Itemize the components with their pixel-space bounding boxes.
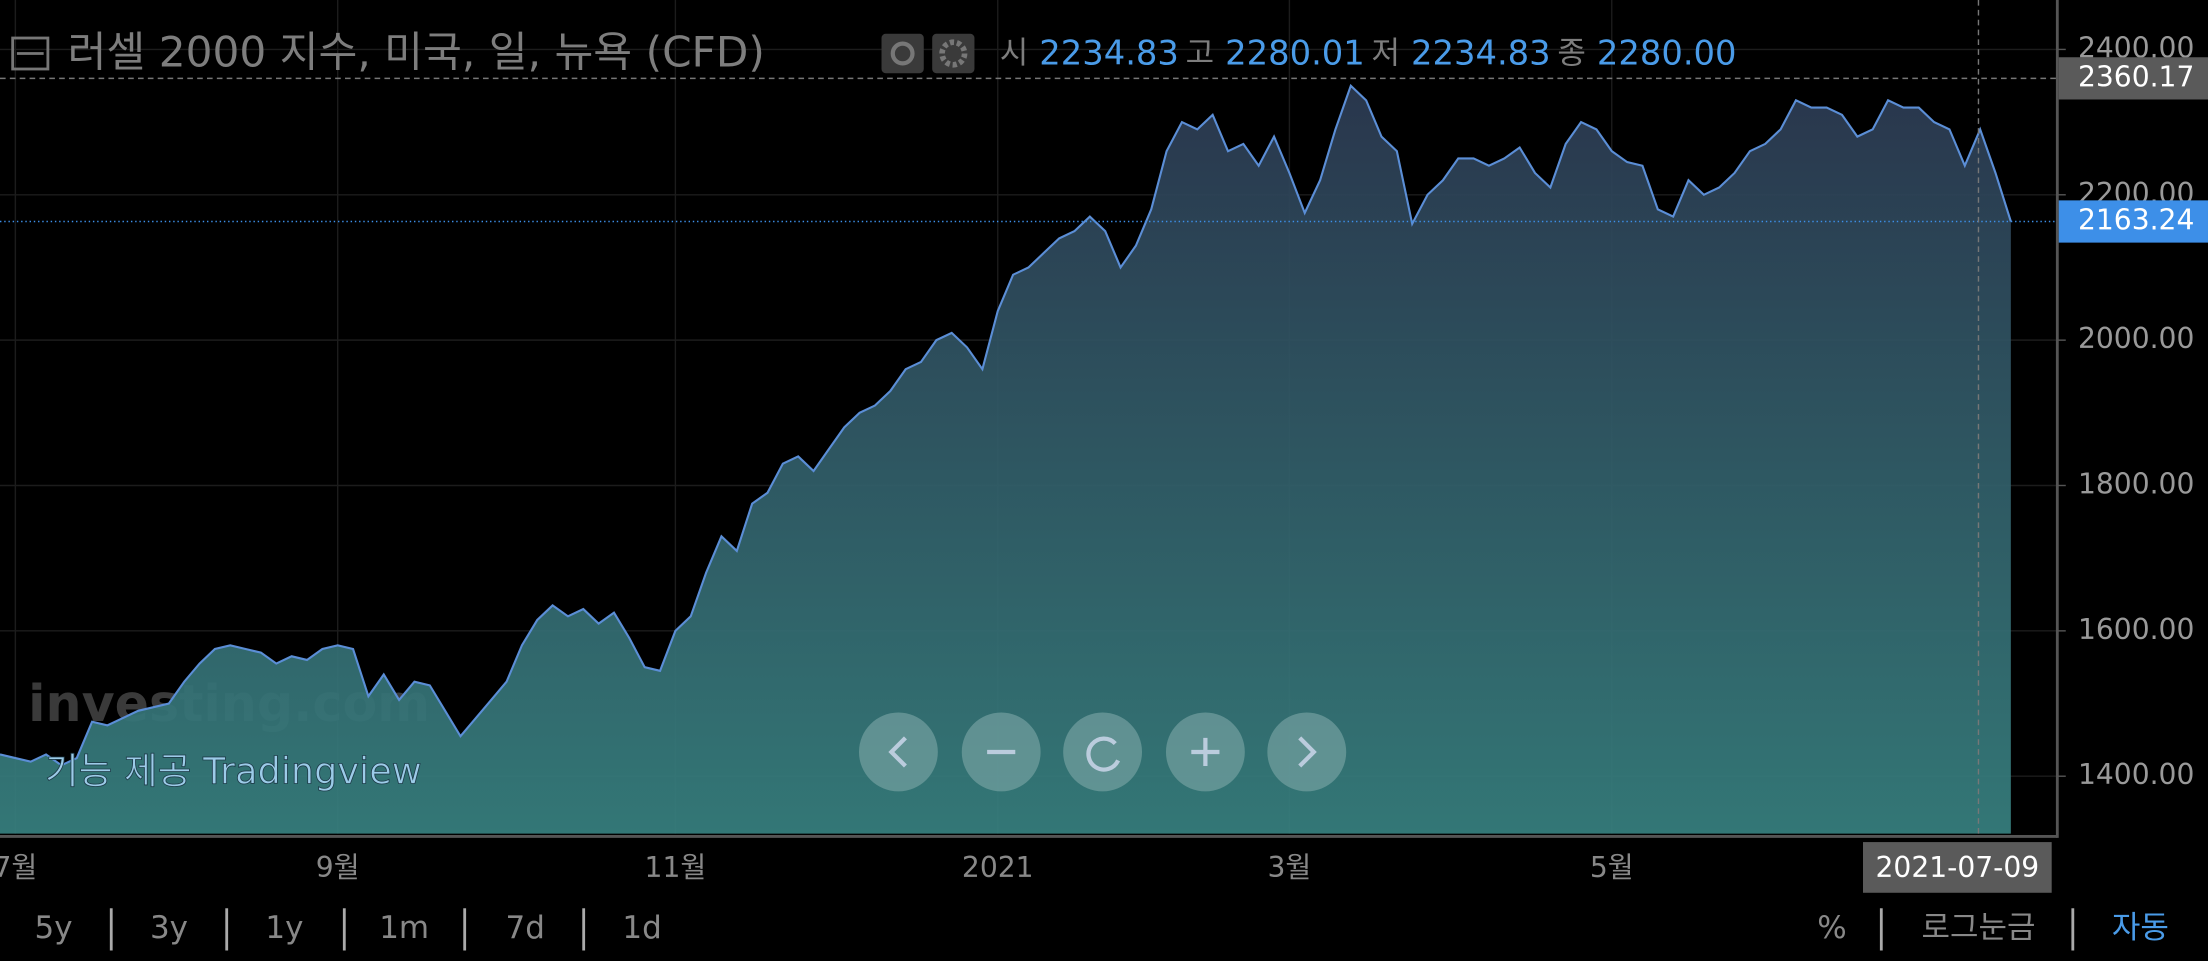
icon-bg	[881, 33, 924, 74]
price-line	[0, 83, 2012, 767]
zoom-out-button[interactable]	[961, 712, 1041, 792]
option-button[interactable]: %	[1817, 910, 1846, 946]
crosshair-date-box	[1862, 842, 2052, 893]
nav-buttons	[858, 712, 1347, 792]
button-bg	[1063, 712, 1143, 792]
option-button[interactable]: 자동	[2112, 910, 2169, 946]
crosshair-price-label: 2360.17	[2078, 60, 2194, 93]
icon-shape	[890, 41, 915, 66]
last-price-box	[2058, 200, 2208, 243]
button-icon	[1298, 736, 1317, 768]
ohlc-name: 저	[1372, 35, 1401, 71]
range-button[interactable]: 1m	[379, 910, 429, 946]
x-tick-label: 5월	[1590, 851, 1634, 884]
toolbar: 5y 3y 1y 1m 7d 1d% 로그눈금 자동	[34, 908, 2169, 951]
plot	[0, 83, 2012, 834]
range-button[interactable]: 7d	[506, 910, 545, 946]
icon-bg	[932, 33, 975, 74]
last-price-label: 2163.24	[2078, 203, 2194, 236]
x-tick-label: 3월	[1267, 851, 1311, 884]
settings-icon[interactable]	[932, 33, 975, 74]
x-tick-label: 11월	[645, 851, 707, 884]
ohlc-name: 종	[1557, 35, 1586, 71]
y-tick-label: 1800.00	[2078, 467, 2194, 500]
axes: 1400.001600.001800.002000.002200.002400.…	[0, 0, 2208, 893]
x-tick-label: 2021	[962, 851, 1034, 884]
eye-icon[interactable]	[881, 33, 924, 74]
x-tick-label: 9월	[316, 851, 360, 884]
ohlc-name: 시	[1000, 35, 1029, 71]
button-icon	[1191, 737, 1220, 767]
area-fill	[0, 85, 2011, 834]
ohlc-name: 고	[1186, 35, 1215, 71]
zoom-in-button[interactable]	[1165, 712, 1245, 792]
ohlc: 시 2234.83 고 2280.01 저 2234.83 종 2280.00	[1000, 33, 1737, 72]
ohlc-value: 2234.83	[1039, 33, 1179, 72]
range-button[interactable]: 1d	[622, 910, 661, 946]
ohlc-value: 2234.83	[1411, 33, 1551, 72]
scroll-right-button[interactable]	[1267, 712, 1347, 792]
collapse-icon[interactable]	[11, 36, 50, 71]
option-button[interactable]: 로그눈금	[1921, 910, 2035, 946]
button-icon	[1086, 736, 1121, 772]
button-icon	[888, 736, 907, 768]
ohlc-value: 2280.01	[1225, 33, 1365, 72]
crosshair-price-box	[2058, 57, 2208, 100]
ohlc-value: 2280.00	[1597, 33, 1737, 72]
watermark-credit: 기능 제공 Tradingview	[45, 750, 422, 793]
chart-title: 러셀 2000 지수, 미국, 일, 뉴욕 (CFD)	[68, 27, 765, 76]
range-button[interactable]: 5y	[34, 910, 72, 946]
range-button[interactable]: 3y	[150, 910, 188, 946]
x-tick-label: 7월	[0, 851, 37, 884]
reset-button[interactable]	[1063, 712, 1143, 792]
y-tick-label: 1400.00	[2078, 758, 2194, 791]
scroll-left-button[interactable]	[858, 712, 938, 792]
y-tick-label: 2000.00	[2078, 322, 2194, 355]
header: 러셀 2000 지수, 미국, 일, 뉴욕 (CFD) 시 2234.83 고 228…	[11, 27, 1737, 76]
range-button[interactable]: 1y	[265, 910, 303, 946]
y-tick-label: 1600.00	[2078, 613, 2194, 646]
button-bg	[1267, 712, 1347, 792]
icon-shape	[939, 39, 968, 68]
crosshair-date-label: 2021-07-09	[1876, 851, 2040, 884]
button-bg	[858, 712, 938, 792]
